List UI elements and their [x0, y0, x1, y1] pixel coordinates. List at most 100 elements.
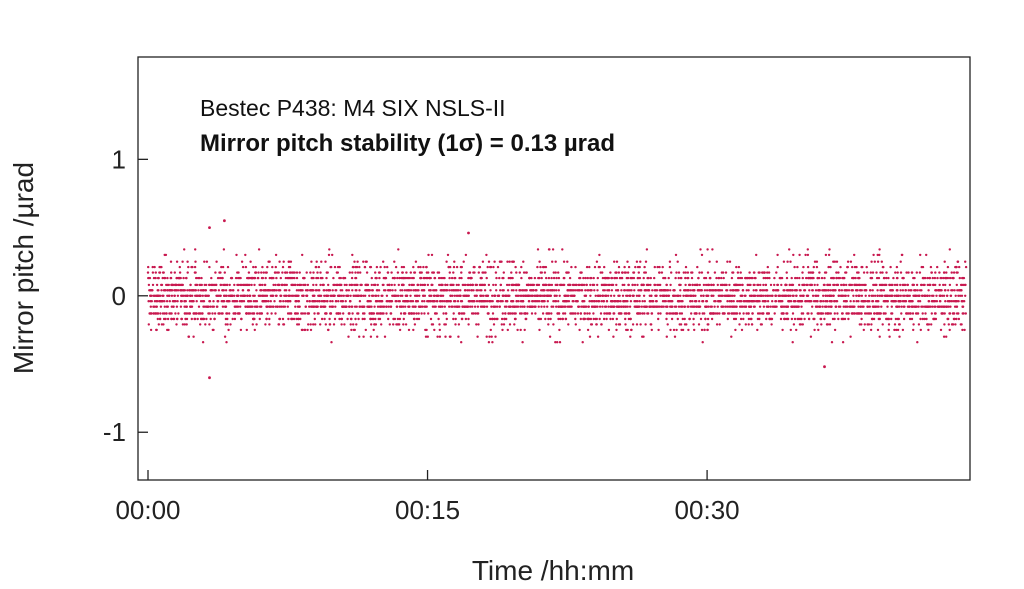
data-point	[306, 300, 309, 303]
data-point	[208, 312, 211, 315]
data-point	[655, 305, 659, 308]
data-point	[834, 305, 837, 308]
data-point	[631, 283, 634, 287]
data-point	[281, 317, 285, 321]
data-point	[871, 300, 875, 303]
data-point	[306, 312, 309, 315]
data-point	[783, 289, 786, 292]
data-point	[314, 300, 317, 303]
data-point	[615, 276, 619, 280]
data-point	[286, 276, 289, 280]
data-point	[630, 276, 634, 280]
data-point	[938, 271, 941, 274]
data-point	[829, 265, 832, 269]
data-point	[203, 260, 206, 263]
data-point	[530, 276, 533, 280]
data-point	[436, 335, 439, 338]
data-point	[932, 300, 935, 303]
data-point	[547, 283, 550, 287]
data-point	[239, 294, 243, 297]
data-point	[155, 283, 159, 287]
data-point	[491, 300, 494, 303]
data-point	[221, 289, 224, 292]
data-point	[716, 305, 719, 308]
data-point	[219, 271, 222, 274]
data-point	[856, 312, 860, 315]
data-point	[700, 289, 703, 292]
data-point	[404, 305, 407, 308]
data-point	[416, 300, 420, 303]
data-point	[613, 312, 616, 315]
data-point	[782, 260, 786, 263]
data-point	[709, 305, 712, 308]
data-points	[146, 219, 968, 380]
data-point	[774, 305, 777, 308]
data-point	[543, 305, 546, 308]
data-point	[785, 271, 788, 274]
data-point	[217, 289, 221, 292]
data-point	[501, 300, 504, 303]
data-point	[175, 260, 179, 263]
data-point	[157, 294, 160, 297]
data-point	[610, 289, 614, 292]
data-point	[827, 312, 831, 315]
data-point	[351, 271, 354, 274]
data-point	[860, 294, 864, 297]
data-point	[824, 253, 828, 257]
data-point	[467, 300, 470, 303]
data-point	[429, 289, 432, 292]
data-point	[172, 305, 175, 308]
data-point	[244, 305, 247, 308]
data-point	[765, 312, 769, 315]
data-point	[177, 276, 180, 280]
data-point	[386, 265, 389, 269]
data-point	[797, 317, 801, 321]
data-point	[375, 276, 378, 280]
data-point	[412, 283, 415, 287]
data-point	[347, 289, 351, 292]
data-point	[491, 312, 495, 315]
data-point	[355, 323, 358, 326]
data-point	[653, 265, 656, 269]
data-point	[714, 300, 717, 303]
data-point	[938, 305, 941, 308]
data-point	[308, 300, 311, 303]
data-point	[398, 300, 401, 303]
data-point	[199, 323, 202, 326]
data-point	[688, 317, 691, 321]
data-point	[173, 271, 176, 274]
data-point	[357, 312, 360, 315]
data-point	[756, 317, 760, 321]
data-point	[421, 289, 425, 292]
data-point	[947, 317, 950, 321]
data-point	[960, 323, 963, 326]
data-point	[951, 300, 955, 303]
data-point	[538, 328, 541, 332]
data-point	[355, 283, 358, 287]
data-point	[532, 289, 535, 292]
data-point	[279, 294, 282, 297]
data-point	[521, 300, 525, 303]
data-point	[964, 294, 967, 297]
data-point	[731, 312, 734, 315]
data-point	[490, 305, 493, 308]
data-point	[413, 294, 417, 297]
data-point	[642, 335, 645, 338]
data-point	[885, 276, 888, 280]
data-point	[176, 294, 180, 297]
data-point	[621, 271, 624, 274]
data-point	[175, 305, 179, 308]
data-point	[189, 294, 192, 297]
data-point	[364, 328, 367, 332]
data-point	[588, 265, 591, 269]
data-point	[715, 260, 718, 263]
data-point	[162, 294, 165, 297]
data-point	[355, 305, 358, 308]
data-point	[328, 248, 331, 251]
data-point	[878, 248, 881, 251]
data-point	[923, 283, 926, 287]
data-point	[908, 317, 912, 321]
data-point	[237, 289, 240, 292]
data-point	[324, 312, 328, 315]
data-point	[896, 328, 900, 332]
